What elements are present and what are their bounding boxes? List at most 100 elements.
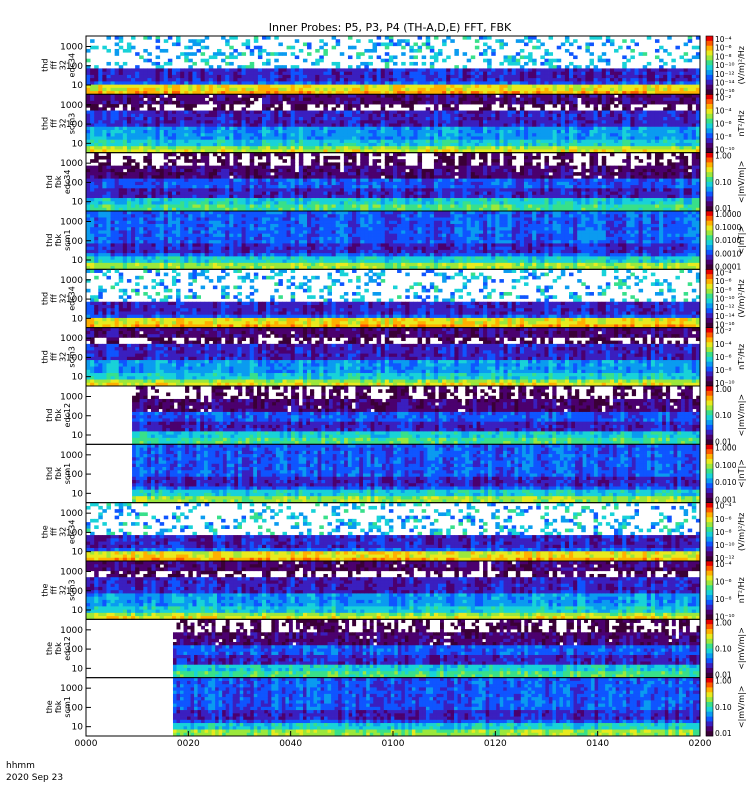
colorbar-3: 1.000.100.01<|mV/m|>: [706, 152, 746, 213]
y-tick-label: 1000: [60, 159, 83, 169]
y-tick-label: 1000: [60, 684, 83, 694]
x-footer-date: 2020 Sep 23: [6, 773, 63, 783]
panel-label: thefbkedc12: [45, 636, 72, 661]
colorbar-tick-label: 0.100: [715, 461, 737, 470]
y-tick-label: 1000: [60, 509, 83, 519]
colorbar-tick-label: 10⁻⁴: [715, 502, 732, 511]
colorbar-tick-label: 10⁻⁸: [715, 528, 732, 537]
panel-label: thdfbkedc34: [45, 170, 72, 195]
colorbar-tick-label: 10⁻²: [715, 327, 732, 336]
colorbar-tick-label: 10⁻¹²: [715, 70, 735, 79]
panel-6: 100010010thdfff32scm310⁻²10⁻⁴10⁻⁶10⁻⁸10⁻…: [41, 327, 747, 388]
colorbar-tick-label: 10⁻⁴: [715, 268, 732, 277]
panel-label: thdfff32scm3: [41, 113, 77, 134]
colorbar-tick-label: 1.00: [715, 677, 732, 686]
chart-title: Inner Probes: P5, P3, P4 (TH-A,D,E) FFT,…: [269, 21, 512, 34]
colorbar-tick-label: 10⁻¹⁰: [715, 295, 735, 304]
spectrogram-3: [86, 153, 700, 212]
y-tick-label: 1000: [60, 451, 83, 461]
y-tick-label: 1000: [60, 626, 83, 636]
x-tick-label: 0040: [279, 739, 302, 749]
colorbar-unit-label: (V/m)²/Hz: [737, 513, 746, 551]
colorbar-7: 1.000.100.01<|mV/m|>: [706, 385, 746, 446]
panel-4: 100010010thdfbkscm11.00000.10000.01000.0…: [45, 210, 746, 271]
colorbar-tick-label: 1.00: [715, 152, 732, 161]
colorbar-unit-label: (V/m)²/Hz: [737, 279, 746, 317]
colorbar-tick-label: 0.01: [715, 729, 732, 738]
spectrogram-5: [86, 269, 700, 328]
spectrogram-11: [173, 619, 700, 678]
panel-5: 100010010thdfff32edc3410⁻⁴10⁻⁶10⁻⁸10⁻¹⁰1…: [41, 268, 747, 329]
colorbar-tick-label: 10⁻⁸: [715, 366, 732, 375]
colorbar-unit-label: nT²/Hz: [737, 577, 746, 603]
colorbar-tick-label: 10⁻¹²: [715, 303, 735, 312]
spectrogram-9: [86, 503, 700, 562]
spectrogram-2: [86, 94, 700, 153]
colorbar-unit-label: nT²/Hz: [737, 344, 746, 370]
y-tick-label: 1000: [60, 334, 83, 344]
colorbar-tick-label: 0.010: [715, 478, 737, 487]
colorbar-tick-label: 10⁻¹⁴: [715, 79, 735, 88]
panel-label: thefff32scm3: [41, 579, 77, 600]
colorbar-unit-label: <|mV/m|>: [737, 161, 746, 204]
y-tick-label: 10: [72, 81, 84, 91]
colorbar-tick-label: 10⁻⁴: [715, 340, 732, 349]
spectrogram-8: [132, 444, 700, 503]
colorbar-tick-label: 10⁻⁸: [715, 595, 732, 604]
colorbar-tick-label: 10⁻⁶: [715, 353, 732, 362]
colorbar-tick-label: 10⁻⁶: [715, 120, 732, 129]
spectrogram-12: [173, 678, 700, 737]
y-tick-label: 10: [72, 373, 84, 383]
colorbar-unit-label: (V/m)²/Hz: [737, 46, 746, 84]
colorbar-tick-label: 10⁻⁶: [715, 44, 732, 53]
panel-8: 100010010thdfbkscm11.0000.1000.0100.001<…: [45, 443, 746, 504]
colorbar-tick-label: 10⁻⁶: [715, 277, 732, 286]
panel-label: thdfff32scm3: [41, 346, 77, 367]
panel-label: thdfbkedc12: [45, 403, 72, 428]
colorbar-12: 1.000.100.01<|mV/m|>: [706, 677, 746, 738]
colorbar-unit-label: <|mV/m|>: [737, 627, 746, 670]
spectrogram-10: [86, 561, 700, 620]
y-tick-label: 1000: [60, 568, 83, 578]
colorbar-tick-label: 10⁻⁶: [715, 515, 732, 524]
y-tick-label: 1000: [60, 43, 83, 53]
colorbar-tick-label: 10⁻¹⁰: [715, 541, 735, 550]
y-tick-label: 10: [72, 314, 84, 324]
y-tick-label: 10: [72, 606, 84, 616]
y-tick-label: 1000: [60, 393, 83, 403]
spectrogram-7: [132, 386, 700, 445]
colorbar-tick-label: 0.10: [715, 703, 732, 712]
panel-label: thefff32edc34: [41, 520, 77, 545]
y-tick-label: 10: [72, 139, 84, 149]
y-tick-label: 1000: [60, 276, 83, 286]
panel-1: 100010010thdfff32edc3410⁻⁴10⁻⁶10⁻⁸10⁻¹⁰1…: [41, 35, 747, 96]
colorbar-5: 10⁻⁴10⁻⁶10⁻⁸10⁻¹⁰10⁻¹²10⁻¹⁴10⁻¹⁶(V/m)²/H…: [706, 268, 746, 329]
y-tick-label: 10: [72, 198, 84, 208]
y-tick-label: 10: [72, 489, 84, 499]
y-tick-label: 10: [72, 256, 84, 266]
colorbar-tick-label: 1.00: [715, 385, 732, 394]
colorbar-tick-label: 10⁻⁴: [715, 106, 732, 115]
colorbar-tick-label: 10⁻⁴: [715, 560, 732, 569]
panels-group: 100010010thdfff32edc3410⁻⁴10⁻⁶10⁻⁸10⁻¹⁰1…: [41, 35, 747, 738]
colorbar-tick-label: 10⁻⁶: [715, 577, 732, 586]
colorbar-tick-label: 10⁻⁸: [715, 133, 732, 142]
colorbar-tick-label: 10⁻⁸: [715, 52, 732, 61]
colorbar-tick-label: 1.00: [715, 618, 732, 627]
x-tick-label: 0140: [586, 739, 609, 749]
x-footer-unit: hhmm: [6, 761, 35, 771]
colorbar-tick-label: 0.10: [715, 645, 732, 654]
x-tick-label: 0000: [75, 739, 98, 749]
panel-label: thdfff32edc34: [41, 286, 77, 311]
colorbar-tick-label: 1.000: [715, 443, 737, 452]
panel-10: 100010010thefff32scm310⁻⁴10⁻⁶10⁻⁸10⁻¹⁰nT…: [41, 560, 747, 621]
